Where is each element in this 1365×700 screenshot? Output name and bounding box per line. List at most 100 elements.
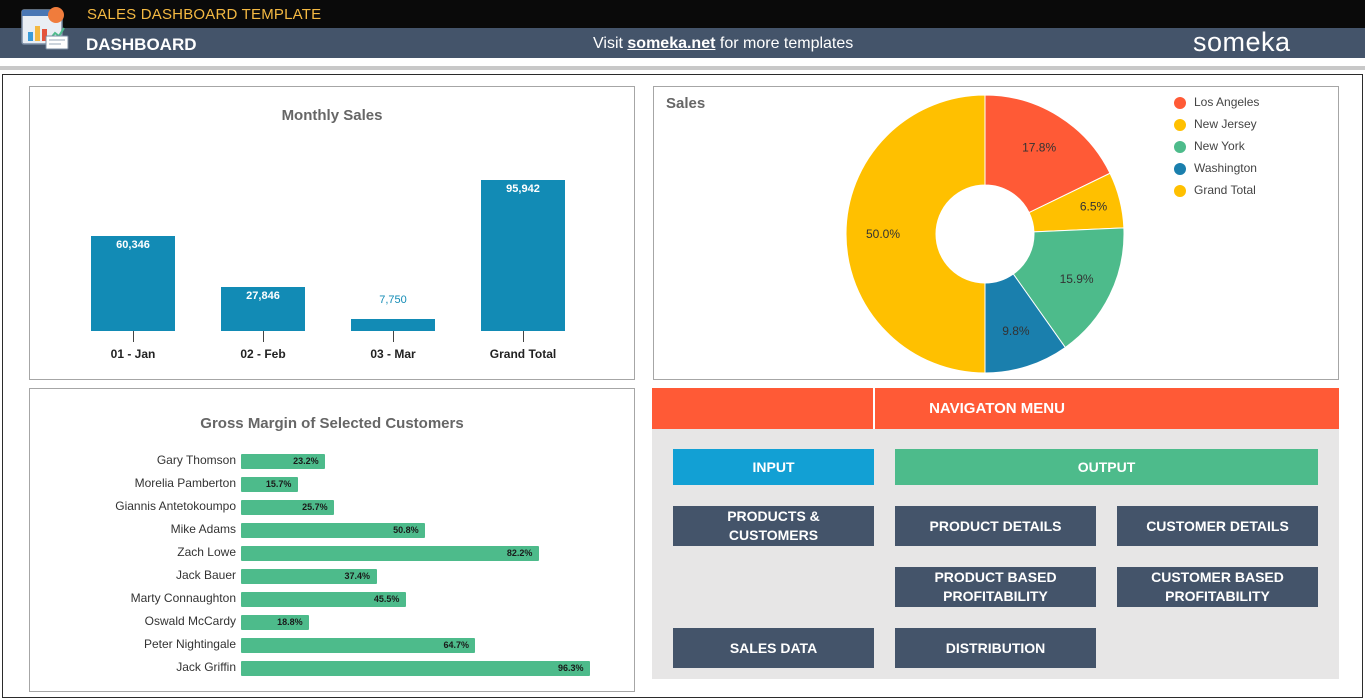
monthly-sales-category-label: Grand Total: [489, 347, 557, 361]
monthly-sales-bar[interactable]: [351, 318, 435, 331]
sales-pie-slice-label: 6.5%: [1080, 199, 1108, 213]
legend-item[interactable]: Los Angeles: [1174, 95, 1259, 111]
gross-margin-bar[interactable]: [241, 569, 377, 584]
sales-pie-slice-label: 50.0%: [866, 227, 900, 241]
sales-pie-slice[interactable]: [984, 94, 1111, 214]
page-title: DASHBOARD: [86, 35, 197, 54]
product-details-button[interactable]: PRODUCT DETAILS: [895, 506, 1096, 546]
legend-marker: [1174, 162, 1186, 175]
top-title-bar: [0, 0, 1365, 28]
gross-margin-bar[interactable]: [241, 615, 310, 630]
legend-label: Grand Total: [1194, 183, 1256, 197]
monthly-sales-axis-tick: [263, 331, 264, 342]
sales-pie-title: Sales: [666, 95, 706, 112]
customer-name-label: Marty Connaughton: [130, 591, 236, 605]
gross-margin-bar[interactable]: [241, 454, 326, 469]
nav-header-right: [875, 388, 1339, 429]
sales-data-button[interactable]: SALES DATA: [673, 628, 874, 668]
gross-margin-bar[interactable]: [241, 592, 406, 607]
gross-margin-bar[interactable]: [241, 638, 476, 653]
gross-margin-bar[interactable]: [241, 661, 590, 676]
legend-label: Washington: [1194, 161, 1257, 175]
gross-margin-value-label: 18.8%: [277, 617, 303, 627]
legend-marker: [1174, 96, 1186, 109]
gross-margin-value-label: 50.8%: [393, 525, 419, 535]
sales-pie-slice[interactable]: [845, 94, 986, 374]
sales-donut: 17.8% 6.5% 15.9% 9.8% 50.0%: [845, 94, 1125, 374]
customer-name-label: Morelia Pamberton: [134, 476, 236, 490]
customer-name-label: Gary Thomson: [156, 453, 236, 467]
legend-item[interactable]: Washington: [1174, 161, 1257, 177]
legend-label: New York: [1194, 139, 1245, 153]
sales-pie-chart: Sales 17.8% 6.5% 15.9% 9.8% 50.0% Los Angele…: [653, 86, 1339, 380]
legend-item[interactable]: New York: [1174, 139, 1245, 155]
sub-header-bar: [0, 28, 1365, 58]
customer-name-label: Jack Griffin: [176, 660, 236, 674]
legend-label: New Jersey: [1194, 117, 1257, 131]
gross-margin-bar[interactable]: [241, 546, 539, 561]
customer-name-label: Peter Nightingale: [143, 637, 236, 651]
legend-marker: [1174, 140, 1186, 153]
nav-menu-title: NAVIGATON MENU: [929, 400, 1065, 417]
visit-message: Visit someka.net for more templates: [593, 35, 853, 53]
gross-margin-value-label: 45.5%: [373, 594, 400, 604]
monthly-sales-bar[interactable]: [221, 287, 305, 331]
visit-suffix: for more templates: [719, 35, 854, 52]
dashboard-logo-icon: [21, 7, 69, 50]
monthly-sales-value-label: 95,942: [506, 183, 540, 195]
products-customers-label-2: CUSTOMERS: [728, 527, 819, 543]
distribution-button[interactable]: DISTRIBUTION: [895, 628, 1096, 668]
product-based-profitability-button[interactable]: PRODUCT BASED PROFITABILITY: [895, 567, 1096, 607]
monthly-sales-category-label: 01 - Jan: [110, 347, 156, 361]
monthly-sales-bar[interactable]: [481, 180, 565, 331]
header-divider: [0, 66, 1365, 70]
someka-link[interactable]: someka.net: [627, 35, 716, 52]
gross-margin-value-label: 25.7%: [302, 502, 328, 512]
customer-details-button[interactable]: CUSTOMER DETAILS: [1117, 506, 1318, 546]
gross-margin-bar[interactable]: [241, 477, 298, 492]
legend-marker: [1174, 184, 1186, 197]
customer-name-label: Zach Lowe: [177, 545, 236, 559]
output-button[interactable]: OUTPUT: [895, 449, 1318, 485]
visit-prefix: Visit: [593, 35, 623, 52]
monthly-sales-axis-tick: [133, 331, 134, 342]
monthly-sales-value-label: 7,750: [379, 293, 407, 306]
gross-margin-value-label: 64.7%: [443, 640, 469, 650]
customer-name-label: Oswald McCardy: [144, 614, 236, 628]
customer-name-label: Jack Bauer: [175, 568, 236, 582]
monthly-sales-axis-tick: [523, 331, 524, 342]
sales-pie-slice-label: 17.8%: [1022, 141, 1056, 155]
sales-pie-slice[interactable]: [1012, 227, 1125, 349]
dashboard-frame: [2, 74, 1363, 698]
product-based-label-2: PROFITABILITY: [943, 588, 1048, 604]
legend-item[interactable]: Grand Total: [1174, 183, 1256, 199]
monthly-sales-axis-tick: [393, 331, 394, 342]
monthly-sales-value-label: 60,346: [116, 239, 150, 252]
gross-margin-value-label: 23.2%: [293, 456, 319, 466]
legend-label: Los Angeles: [1194, 95, 1260, 109]
gross-margin-chart: Gross Margin of Selected Customers Gary …: [29, 388, 635, 692]
gross-margin-value-label: 82.2%: [506, 548, 533, 558]
customer-name-label: Mike Adams: [170, 522, 236, 536]
gross-margin-bar[interactable]: [241, 500, 335, 515]
customer-based-profitability-button[interactable]: CUSTOMER BASED PROFITABILITY: [1117, 567, 1318, 607]
products-customers-button[interactable]: PRODUCTS & CUSTOMERS: [673, 506, 874, 546]
monthly-sales-category-label: 02 - Feb: [240, 347, 286, 361]
legend-marker: [1174, 118, 1186, 131]
sales-pie-slice-label: 15.9%: [1060, 272, 1094, 286]
products-customers-label-1: PRODUCTS &: [727, 508, 820, 524]
gross-margin-bar[interactable]: [241, 523, 426, 538]
monthly-sales-value-label: 27,846: [246, 290, 280, 303]
gross-margin-title: Gross Margin of Selected Customers: [200, 415, 464, 432]
monthly-sales-category-label: 03 - Mar: [370, 347, 416, 361]
product-based-label-1: PRODUCT BASED: [934, 569, 1057, 585]
gross-margin-value-label: 96.3%: [558, 663, 584, 673]
input-button[interactable]: INPUT: [673, 449, 874, 485]
monthly-sales-bar[interactable]: [91, 236, 175, 331]
monthly-sales-chart: Monthly Sales 60,346 01 - Jan 27,846 02 - F…: [29, 86, 635, 380]
app-title: SALES DASHBOARD TEMPLATE: [87, 6, 322, 23]
customer-based-label-1: CUSTOMER BASED: [1151, 569, 1284, 585]
brand-logo[interactable]: someka: [1193, 27, 1291, 57]
legend-item[interactable]: New Jersey: [1174, 117, 1257, 133]
